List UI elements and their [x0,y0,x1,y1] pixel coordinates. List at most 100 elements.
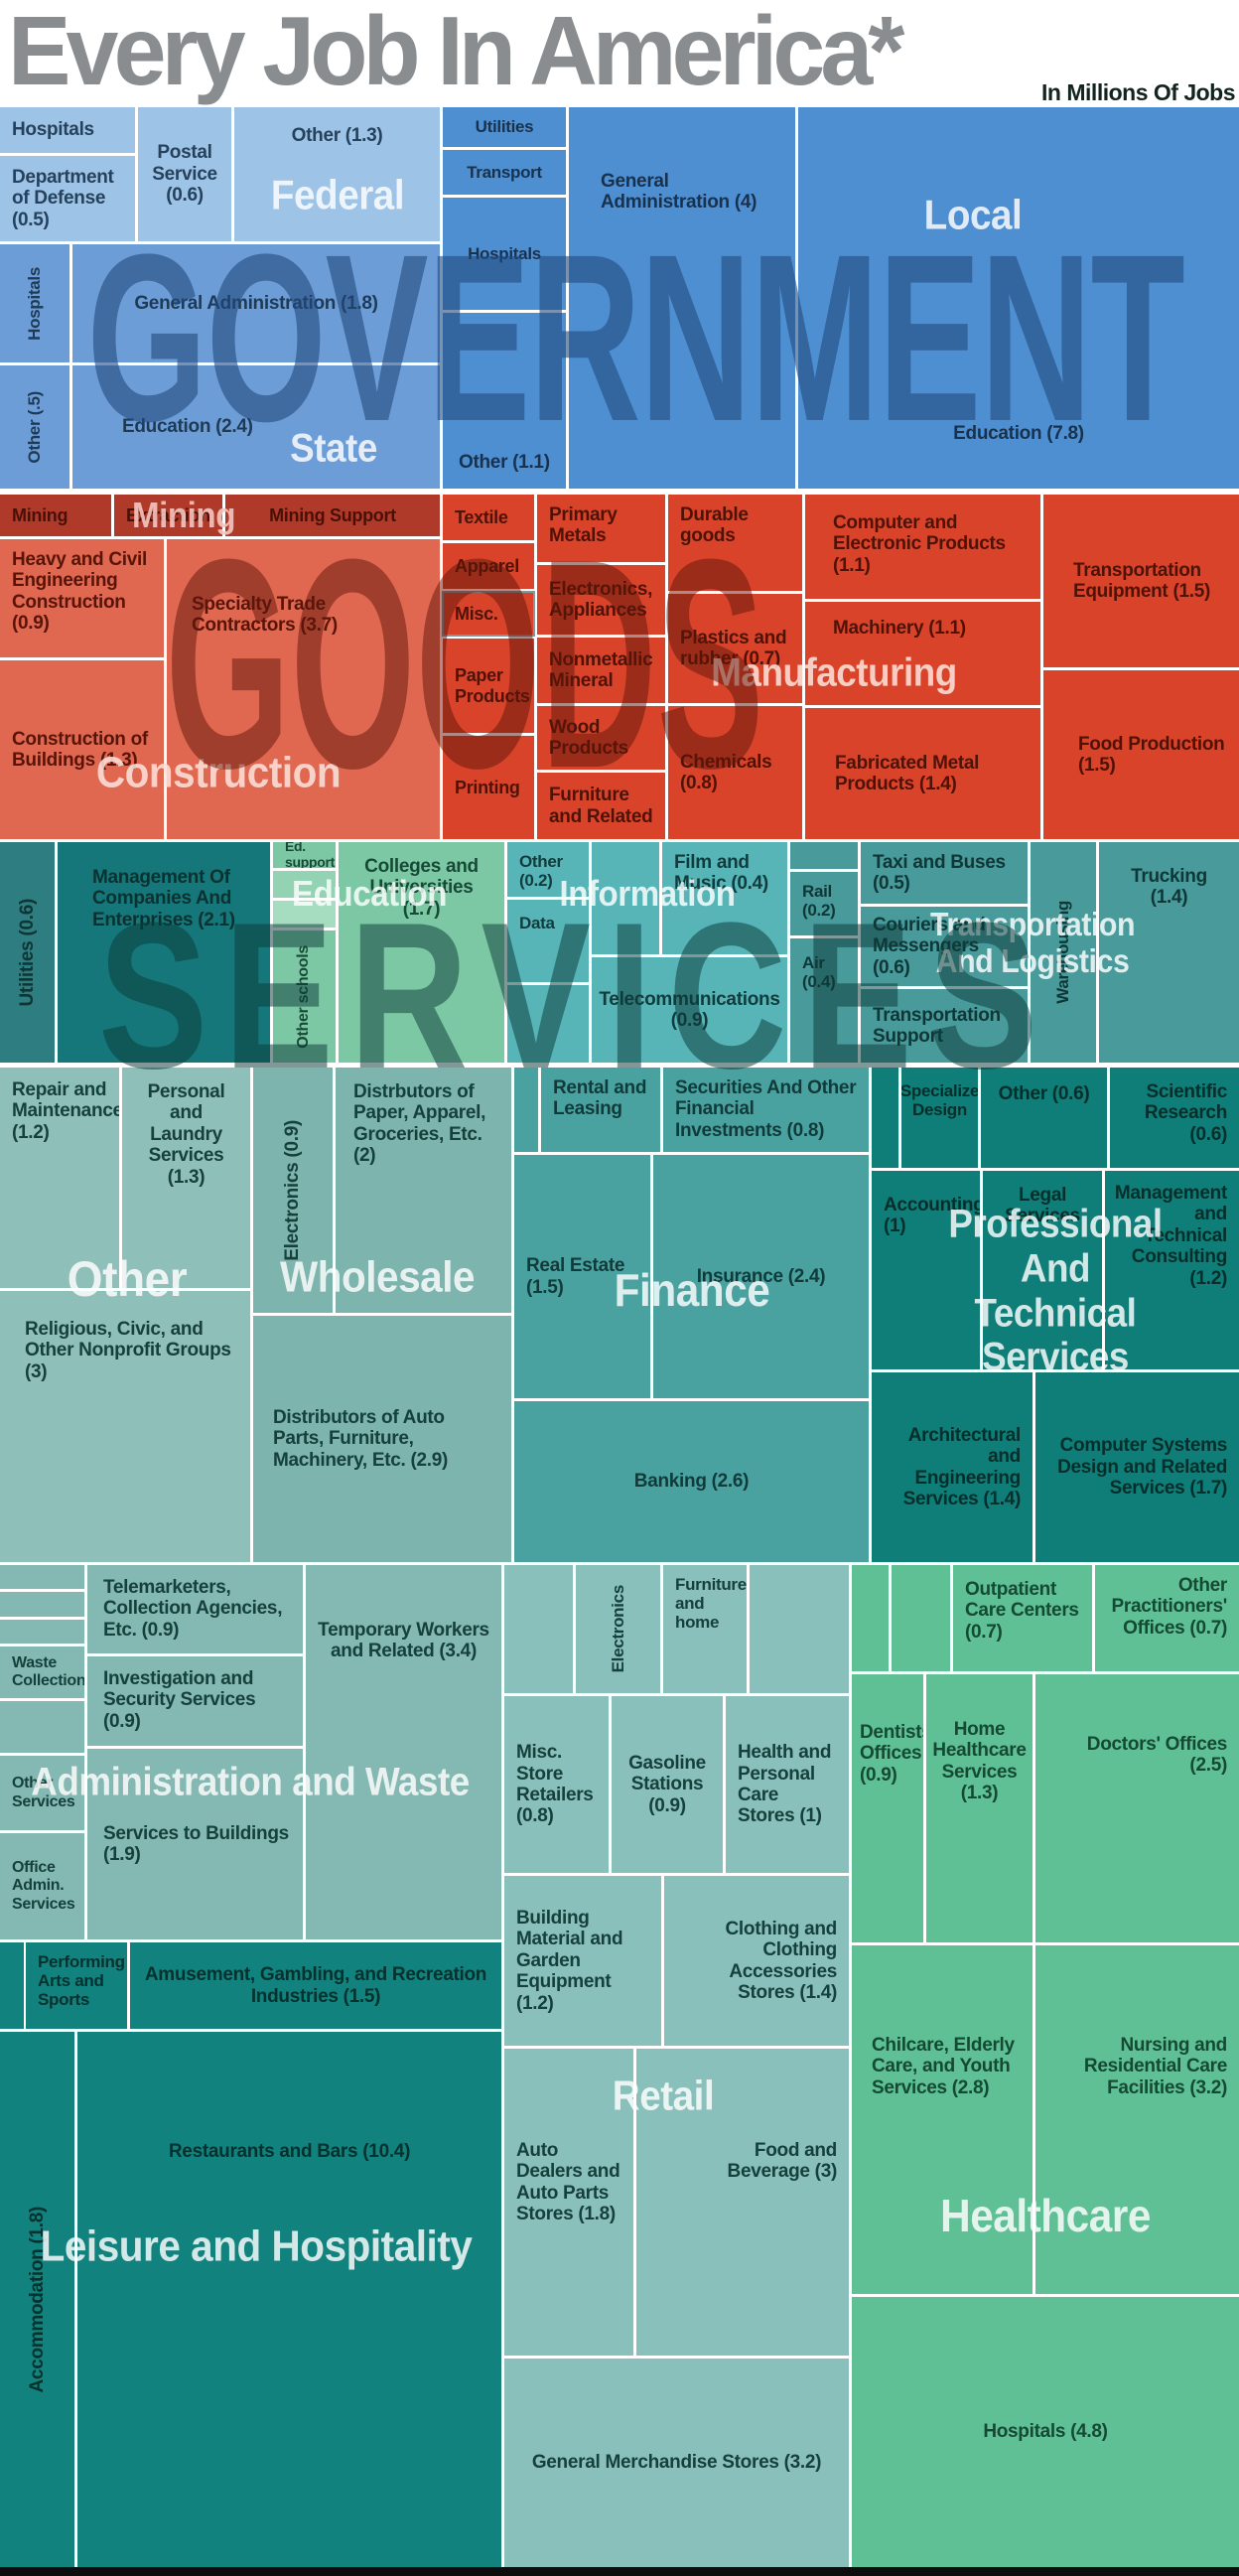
treemap-cell[interactable]: Textile [443,495,534,540]
treemap-cell[interactable]: Apparel [443,543,534,589]
treemap-cell[interactable]: Services to Buildings (1.9) [87,1749,303,1939]
treemap-cell[interactable]: Management and Technical Consulting (1.2… [1105,1171,1239,1369]
treemap-cell[interactable]: Misc. Store Retailers (0.8) [504,1696,609,1873]
treemap-cell[interactable]: Education (7.8) [798,107,1239,489]
treemap-cell[interactable]: Telecommunications (0.9) [592,957,787,1063]
treemap-cell[interactable]: Restaurants and Bars (10.4) [77,2032,501,2567]
treemap-cell[interactable]: Gasoline Stations (0.9) [612,1696,723,1873]
treemap-cell[interactable] [0,1592,84,1617]
treemap-cell[interactable]: Clothing and Clothing Accessories Stores… [664,1876,849,2046]
treemap-cell[interactable]: Ed. support [273,842,336,868]
treemap-cell[interactable]: Banking (2.6) [514,1401,869,1562]
treemap-cell[interactable]: Securities And Other Financial Investmen… [663,1068,869,1152]
treemap-cell[interactable]: Electronics (0.9) [253,1068,333,1313]
treemap-cell[interactable]: Real Estate (1.5) [514,1155,650,1398]
treemap-cell[interactable]: Electronics, Appliances [537,565,665,635]
treemap-cell[interactable]: Mining Support [225,495,440,536]
treemap-cell[interactable] [507,985,589,1063]
treemap-cell[interactable]: Other (.5) [0,365,69,489]
treemap-cell[interactable]: Air (0.4) [790,938,858,1063]
treemap-cell[interactable] [273,901,336,928]
treemap-cell[interactable]: Temporary Workers and Related (3.4) [306,1565,501,1939]
treemap-cell[interactable]: Taxi and Buses (0.5) [861,842,1028,904]
treemap-cell[interactable]: Food and Beverage (3) [636,2049,849,2356]
treemap-cell[interactable]: Trucking (1.4) [1099,842,1239,1063]
treemap-cell[interactable]: Transportation Support [861,989,1028,1063]
treemap-cell[interactable]: Warehousing [1031,842,1096,1063]
treemap-cell[interactable] [852,1565,889,1671]
treemap-cell[interactable]: General Administration (1.8) [72,244,440,362]
treemap-cell[interactable]: Heavy and Civil Engineering Construction… [0,539,164,657]
treemap-cell[interactable]: Other Practitioners' Offices (0.7) [1095,1565,1239,1671]
treemap-cell[interactable]: Home Healthcare Services (1.3) [926,1674,1032,1942]
treemap-cell[interactable]: Transport [443,150,566,195]
treemap-cell[interactable]: Other Services [0,1756,84,1830]
treemap-cell[interactable]: Durable goods [668,495,802,591]
treemap-cell[interactable]: Computer and Electronic Products (1.1) [805,495,1040,599]
treemap-cell[interactable]: Personal and Laundry Services (1.3) [122,1068,250,1288]
treemap-cell[interactable]: Other schools [273,930,336,1063]
treemap-cell[interactable]: Wood Products [537,706,665,770]
treemap-cell[interactable]: Scientific Research (0.6) [1110,1068,1239,1168]
treemap-cell[interactable]: Distributors of Auto Parts, Furniture, M… [253,1316,511,1562]
treemap-cell[interactable]: Other (1.3) [234,107,440,241]
treemap-cell[interactable] [0,1701,84,1753]
treemap-cell[interactable] [592,842,659,954]
treemap-cell[interactable]: Architectural and Engineering Services (… [872,1372,1032,1562]
treemap-cell[interactable]: Food Production (1.5) [1043,670,1239,839]
treemap-cell[interactable]: Chilcare, Elderly Care, and Youth Servic… [852,1945,1032,2294]
treemap-cell[interactable]: Doctors' Offices (2.5) [1035,1674,1239,1942]
treemap-cell[interactable]: Mining [0,495,111,536]
treemap-cell[interactable]: Printing [443,736,534,839]
treemap-cell[interactable]: Religious, Civic, and Other Nonprofit Gr… [0,1291,250,1562]
treemap-cell[interactable] [892,1565,950,1671]
treemap-cell[interactable]: Health and Personal Care Stores (1) [726,1696,849,1873]
treemap-cell[interactable] [504,1565,573,1693]
treemap-cell[interactable] [273,871,336,898]
treemap-cell[interactable]: Extraction [114,495,222,536]
treemap-cell[interactable]: Chemicals (0.8) [668,706,802,839]
treemap-cell[interactable]: Data [507,900,589,982]
treemap-cell[interactable]: Utilities (0.6) [0,842,55,1063]
treemap-cell[interactable]: Education (2.4) [72,365,440,489]
treemap-cell[interactable]: Computer Systems Design and Related Serv… [1035,1372,1239,1562]
treemap-cell[interactable]: Nonmetallic Mineral [537,638,665,703]
treemap-cell[interactable]: Utilities [443,107,566,147]
treemap-cell[interactable]: General Administration (4) [569,107,795,489]
treemap-cell[interactable]: Hospitals [0,244,69,362]
treemap-cell[interactable]: Specialize Design [901,1068,978,1168]
treemap-cell[interactable]: Other (0.6) [981,1068,1107,1168]
treemap-cell[interactable]: Hospitals (4.8) [852,2297,1239,2567]
treemap-cell[interactable]: Other (0.2) [507,842,589,897]
treemap-cell[interactable]: Plastics and rubber (0.7) [668,594,802,703]
treemap-cell[interactable]: Rental and Leasing [541,1068,660,1152]
treemap-cell[interactable]: Construction of Buildings (1.3) [0,660,164,839]
treemap-cell[interactable]: Amusement, Gambling, and Recreation Indu… [130,1942,501,2029]
treemap-cell[interactable]: Performing Arts and Sports [26,1942,127,2029]
treemap-cell[interactable] [790,842,858,869]
treemap-cell[interactable]: Couriers and Messengers (0.6) [861,907,1028,986]
treemap-cell[interactable]: Furniture and Related [537,773,665,839]
treemap-cell[interactable]: Machinery (1.1) [805,602,1040,705]
treemap-cell[interactable]: Hospitals [0,107,135,153]
treemap-cell[interactable]: Electronics [576,1565,660,1693]
treemap-cell[interactable] [750,1565,849,1693]
treemap-cell[interactable]: Accounting (1) [872,1171,980,1369]
treemap-cell[interactable] [0,1620,84,1644]
treemap-cell[interactable]: Furniture and home [663,1565,747,1693]
treemap-cell[interactable] [0,1565,84,1589]
treemap-cell[interactable]: Distrbutors of Paper, Apparel, Groceries… [336,1068,511,1313]
treemap-cell[interactable]: Telemarketers, Collection Agencies, Etc.… [87,1565,303,1653]
treemap-cell[interactable]: Film and Music (0.4) [662,842,787,954]
treemap-cell[interactable]: Rail (0.2) [790,872,858,935]
treemap-cell[interactable]: Outpatient Care Centers (0.7) [953,1565,1092,1671]
treemap-cell[interactable]: Fabricated Metal Products (1.4) [805,708,1040,839]
treemap-cell[interactable]: Investigation and Security Services (0.9… [87,1656,303,1746]
treemap-cell[interactable]: Management Of Companies And Enterprises … [58,842,270,1063]
treemap-cell[interactable]: Insurance (2.4) [653,1155,869,1398]
treemap-cell[interactable]: Other (1.1) [443,313,566,489]
treemap-cell[interactable]: General Merchandise Stores (3.2) [504,2359,849,2567]
treemap-cell[interactable]: Nursing and Residential Care Facilities … [1035,1945,1239,2294]
treemap-cell[interactable]: Building Material and Garden Equipment (… [504,1876,661,2046]
treemap-cell[interactable] [872,1068,898,1168]
